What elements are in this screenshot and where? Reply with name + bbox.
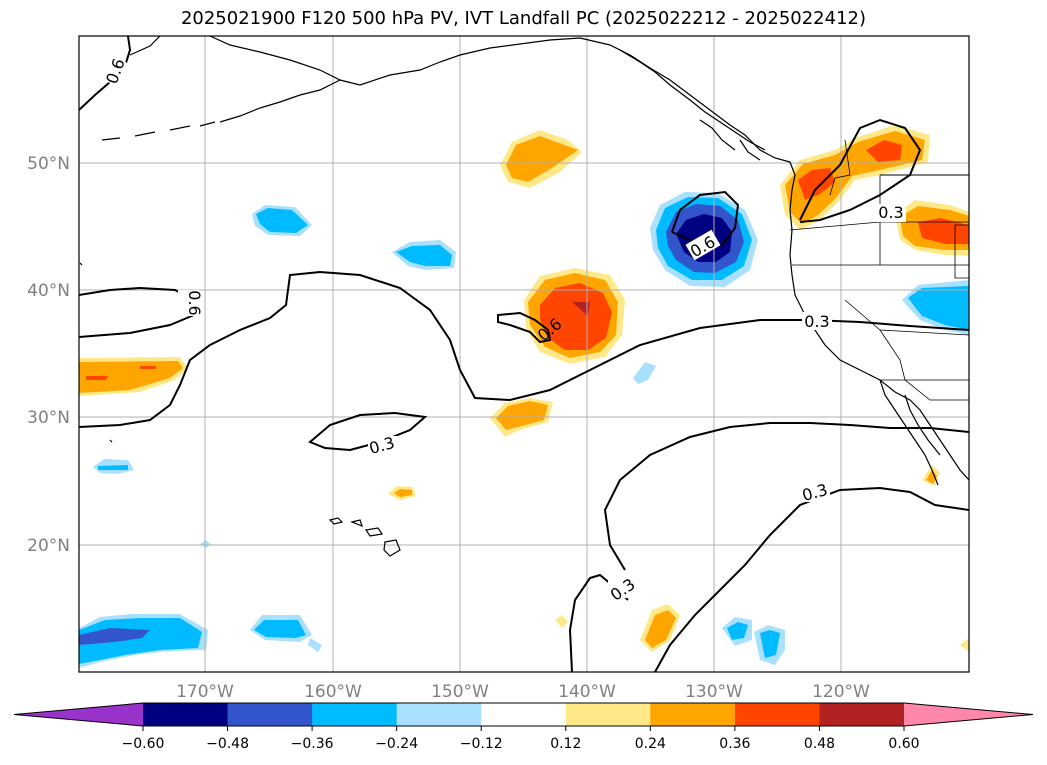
colorbar-tick-label: 0.36 <box>719 736 750 752</box>
contour-line <box>654 486 969 672</box>
colorbar-tick-label: −0.12 <box>460 736 503 752</box>
lon-label-170w: 170°W <box>176 682 234 702</box>
shade-blob <box>918 218 969 244</box>
contour-line <box>799 118 922 223</box>
state-border <box>844 299 906 381</box>
shade-blob <box>760 630 780 658</box>
colorbar-segment <box>312 703 398 726</box>
colorbar-segment <box>734 703 820 726</box>
shade-blob <box>540 283 612 350</box>
colorbar-segment <box>227 703 313 726</box>
alaska-coast <box>209 36 581 86</box>
shade-blob <box>79 361 183 393</box>
alaska-coast <box>129 36 161 56</box>
contour-label: 0.3 <box>878 203 903 222</box>
state-border <box>904 379 969 401</box>
colorbar-extend-low <box>14 703 143 726</box>
colorbar-segment <box>650 703 736 726</box>
shade-blob <box>572 302 590 316</box>
us-west-coast <box>789 161 969 481</box>
lon-label-140w: 140°W <box>558 682 616 702</box>
baja-coast <box>879 379 939 486</box>
lat-label-30n: 30°N <box>27 408 70 428</box>
map-frame <box>78 35 970 673</box>
alaska-coast <box>219 79 341 123</box>
contour-line <box>308 411 428 452</box>
shade-blob <box>555 615 568 628</box>
map-title: 2025021900 F120 500 hPa PV, IVT Landfall… <box>180 8 867 29</box>
colorbar-segment <box>396 703 482 726</box>
hawaii <box>328 517 401 557</box>
colorbar-tick-label: 0.60 <box>888 736 919 752</box>
shade-blob <box>727 622 748 640</box>
colorbar-segment <box>481 703 567 726</box>
contour-label: 0.3 <box>804 312 829 331</box>
shade-blob <box>396 245 452 266</box>
lat-label-50n: 50°N <box>27 154 70 174</box>
lon-label-130w: 130°W <box>685 682 743 702</box>
shade-blob <box>633 362 656 384</box>
colorbar-tick-label: −0.36 <box>291 736 334 752</box>
shade-blob <box>254 620 306 638</box>
bc-islands <box>699 119 761 161</box>
state-border <box>879 329 969 336</box>
contour-line <box>79 270 969 428</box>
shade-blob <box>798 168 835 200</box>
coastlines <box>79 36 969 557</box>
shade-blob <box>98 465 128 470</box>
lon-label-160w: 160°W <box>304 682 362 702</box>
contour-label: 0.6 <box>185 290 204 315</box>
lat-label-20n: 20°N <box>27 536 70 556</box>
colorbar-tick-label: −0.24 <box>375 736 418 752</box>
shade-blob <box>394 489 412 497</box>
colorbar-segment <box>565 703 651 726</box>
shade-blob <box>79 628 150 645</box>
lat-label-40n: 40°N <box>27 281 70 301</box>
colorbar-tick-label: 0.48 <box>804 736 835 752</box>
state-border <box>829 139 851 196</box>
shade-blob <box>866 140 902 162</box>
shade-blob <box>506 136 578 182</box>
shade-blob <box>496 401 548 430</box>
shade-blob <box>960 638 969 652</box>
shade-blob <box>140 366 156 369</box>
colorbar-extend-high <box>904 703 1033 726</box>
island <box>109 439 113 443</box>
colorbar-tick-label: −0.48 <box>206 736 249 752</box>
graticule <box>79 36 969 672</box>
colorbar-tick-label: 0.12 <box>550 736 581 752</box>
shade-blob <box>926 470 937 484</box>
colorbar-segment <box>143 703 229 726</box>
contour-line <box>603 422 969 571</box>
colorbar-tick-label: 0.24 <box>635 736 666 752</box>
colorbar-segment <box>819 703 905 726</box>
baja-coast <box>904 394 941 456</box>
state-border <box>954 224 969 279</box>
shade-blob <box>908 286 969 330</box>
contour-line <box>497 311 552 344</box>
shade-blob <box>308 638 322 652</box>
lat-labels: 50°N 40°N 30°N 20°N <box>27 154 70 556</box>
island <box>79 262 83 266</box>
shade-blob <box>86 376 108 380</box>
map-plot-area: 0.6 0.6 0.6 0.3 0.3 0.3 0.3 0.3 0.6 <box>79 36 969 672</box>
lon-label-120w: 120°W <box>812 682 870 702</box>
lon-label-150w: 150°W <box>431 682 489 702</box>
lon-labels: 170°W 160°W 150°W 140°W 130°W 120°W <box>176 682 870 702</box>
colorbar-tick-label: −0.60 <box>122 736 165 752</box>
shade-blob <box>256 208 308 233</box>
bc-coast <box>619 49 766 151</box>
contour-labels: 0.6 0.6 0.6 0.3 0.3 0.3 0.3 0.3 0.6 <box>98 54 906 605</box>
shade-blob <box>645 610 676 648</box>
aleutians <box>101 121 216 141</box>
colorbar: −0.60 −0.48 −0.36 −0.24 −0.12 0.12 0.24 0.36 0.4… <box>13 702 1034 752</box>
